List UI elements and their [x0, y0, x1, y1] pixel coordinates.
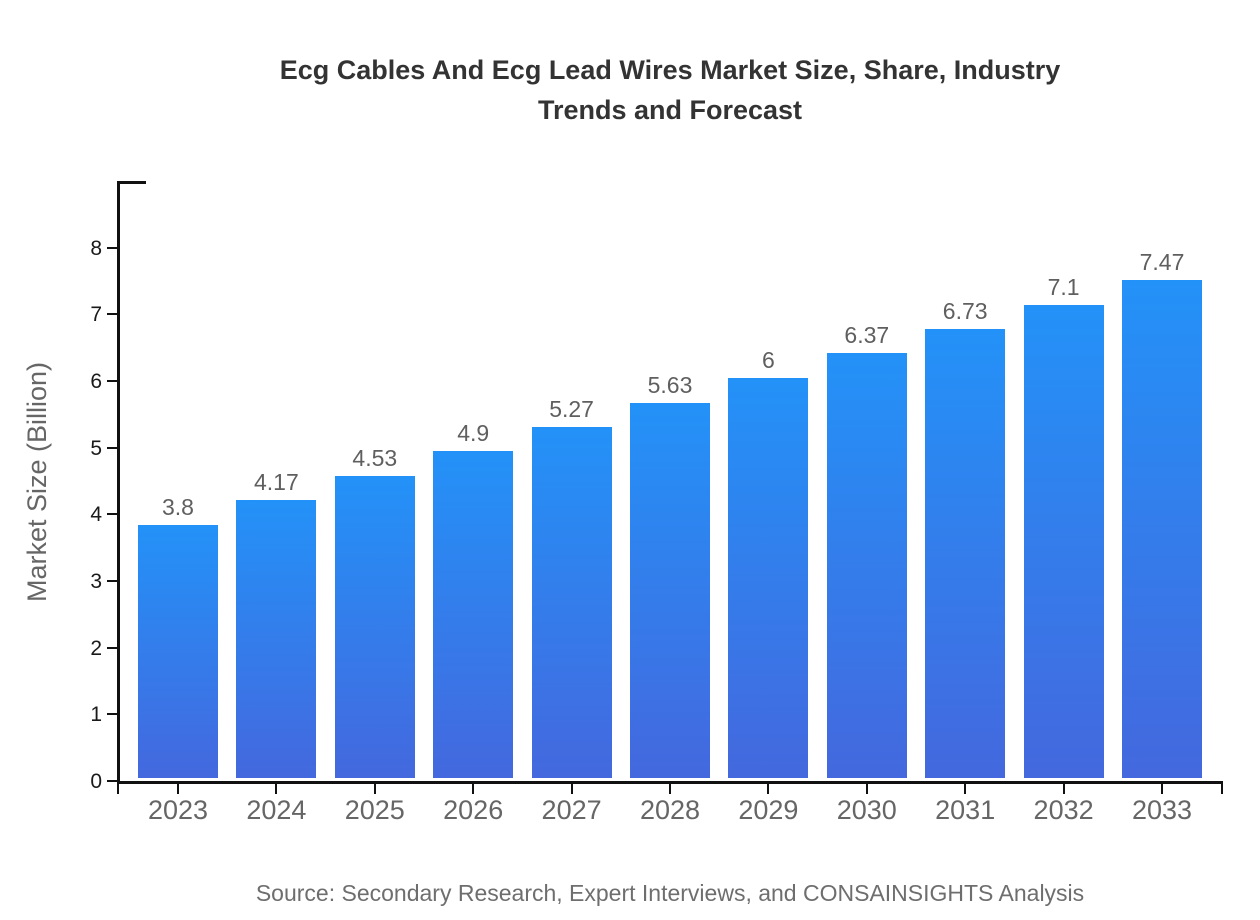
source-note: Source: Secondary Research, Expert Inter… — [255, 880, 1085, 906]
x-axis-tick — [1161, 784, 1163, 794]
x-axis-tick — [570, 784, 573, 794]
bar-2023 — [138, 524, 218, 778]
bar-value-label-2024: 4.17 — [254, 469, 299, 495]
y-axis-tick — [107, 713, 117, 716]
x-tick-label-2030: 2030 — [836, 795, 897, 825]
x-tick-label-2023: 2023 — [147, 795, 209, 825]
bar-2033 — [1122, 280, 1202, 778]
y-tick-label: 8 — [90, 236, 102, 260]
y-axis-top-cap — [120, 181, 146, 184]
x-tick-label-2024: 2024 — [246, 795, 307, 825]
x-tick-label-2026: 2026 — [443, 795, 504, 825]
y-axis-tick — [107, 446, 117, 449]
bar-value-label-2029: 6 — [761, 347, 775, 373]
y-axis-tick — [107, 780, 117, 782]
y-tick-label: 4 — [90, 503, 102, 527]
y-tick-label: 5 — [90, 436, 102, 460]
bar-2027 — [531, 426, 612, 778]
bar-2026 — [433, 451, 514, 778]
x-axis-tick — [177, 784, 179, 794]
bar-value-label-2023: 3.8 — [162, 493, 194, 520]
y-axis-tick — [107, 580, 117, 582]
y-tick-label: 2 — [90, 636, 102, 660]
x-tick-label-2027: 2027 — [541, 795, 602, 825]
x-tick-label-2033: 2033 — [1131, 795, 1193, 825]
x-axis-end-cap — [117, 784, 119, 794]
bar-value-label-2030: 6.37 — [844, 322, 890, 349]
y-tick-label: 6 — [90, 370, 102, 393]
y-axis-tick — [107, 313, 117, 316]
y-axis-line — [117, 181, 120, 782]
x-axis-line — [117, 781, 1223, 784]
y-tick-label: 7 — [90, 303, 102, 327]
chart-title-text: Ecg Cables And Ecg Lead Wires Market Siz… — [279, 55, 1061, 125]
plot-area: 0 1 2 3 4 5 6 7 8 3.8 2023 4.17 2024 4.53 2025 4.9 2026 5… — [90, 181, 1223, 825]
x-axis-tick — [373, 784, 376, 794]
x-axis-tick — [865, 784, 868, 794]
y-tick-label: 3 — [90, 570, 102, 593]
y-tick-label: 0 — [90, 770, 102, 793]
x-axis-end-cap — [1221, 784, 1223, 794]
chart-title: Ecg Cables And Ecg Lead Wires Market Siz… — [118, 50, 1222, 130]
x-tick-label-2031: 2031 — [935, 795, 996, 825]
x-axis-tick — [472, 784, 475, 794]
x-axis-tick — [964, 784, 967, 794]
y-axis-tick — [107, 380, 117, 382]
bar-2024 — [236, 500, 317, 778]
bar-value-label-2031: 6.73 — [942, 298, 988, 325]
x-tick-label-2028: 2028 — [639, 795, 701, 825]
x-axis-tick — [1062, 784, 1065, 794]
x-tick-label-2025: 2025 — [344, 795, 405, 825]
bar-value-label-2026: 4.9 — [457, 420, 490, 447]
bar-2029 — [728, 378, 809, 778]
bar-2025 — [334, 476, 415, 778]
x-axis-tick — [767, 784, 770, 794]
x-tick-label-2032: 2032 — [1033, 795, 1094, 825]
bar-2030 — [826, 353, 907, 778]
bar-value-label-2025: 4.53 — [352, 445, 398, 471]
bar-value-label-2027: 5.27 — [549, 395, 594, 422]
x-tick-label-2029: 2029 — [738, 795, 799, 825]
x-axis-tick — [669, 784, 671, 794]
bar-2028 — [630, 402, 710, 778]
bar-value-label-2033: 7.47 — [1139, 249, 1185, 275]
x-axis-tick — [275, 784, 278, 794]
bar-2031 — [925, 329, 1006, 778]
bar-value-label-2032: 7.1 — [1047, 273, 1080, 300]
bar-value-label-2028: 5.63 — [647, 371, 693, 398]
y-axis-tick — [107, 246, 117, 249]
y-axis-tick — [107, 646, 117, 649]
y-tick-label: 1 — [90, 703, 102, 727]
y-axis-tick — [107, 513, 117, 516]
bar-2032 — [1023, 304, 1104, 778]
